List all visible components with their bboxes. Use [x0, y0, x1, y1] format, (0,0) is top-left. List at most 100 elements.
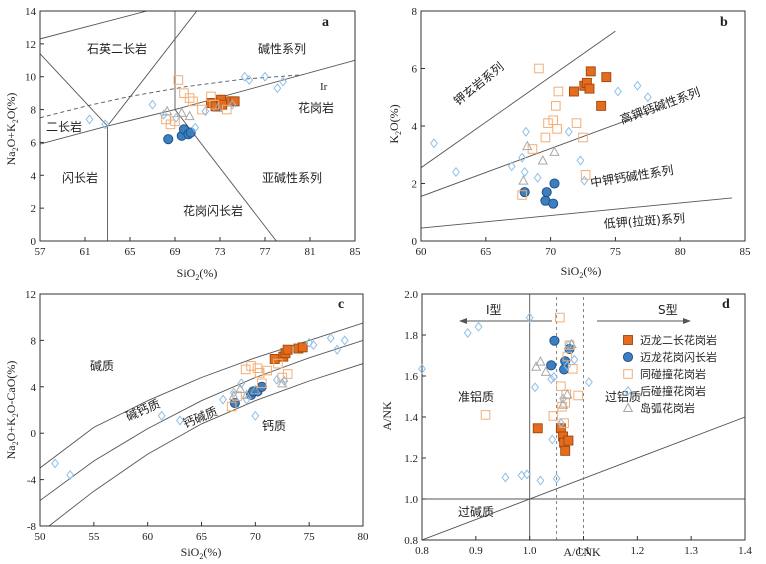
field-lines — [422, 294, 745, 540]
field-label: 过铝质 — [605, 389, 641, 404]
field-label: 花岗岩 — [298, 100, 334, 115]
y-tick-label: 6 — [31, 137, 37, 149]
point-s4 — [273, 83, 282, 94]
point-s4 — [522, 126, 530, 137]
point-s3 — [559, 418, 569, 428]
y-tick-label: 1.4 — [404, 412, 418, 424]
data-points — [430, 63, 652, 209]
legend-label: 后碰撞花岗岩 — [640, 384, 706, 398]
point-s5 — [277, 377, 288, 388]
field-label: 碱质 — [90, 359, 114, 373]
point-s3 — [527, 144, 538, 154]
point-s3 — [534, 63, 544, 74]
boundary-line — [421, 197, 733, 229]
point-s3 — [282, 369, 293, 379]
point-s3 — [573, 390, 583, 401]
point-s5 — [530, 361, 542, 371]
point-s4 — [85, 114, 94, 125]
point-s3 — [580, 170, 591, 180]
point-s3 — [548, 115, 558, 126]
point-s2 — [548, 198, 559, 209]
point-s3 — [256, 378, 267, 389]
x-tick-label: 0.8 — [415, 545, 429, 557]
point-s4 — [201, 106, 210, 117]
point-s1 — [297, 342, 308, 353]
boundary-line — [40, 125, 108, 145]
point-s4 — [229, 387, 238, 398]
point-s4 — [474, 321, 483, 332]
y-tick-label: 0 — [412, 236, 418, 248]
point-s3 — [480, 410, 491, 420]
point-s4 — [251, 410, 260, 421]
plot-frame — [39, 10, 356, 242]
point-s1 — [560, 445, 571, 456]
legend-marker-s3 — [623, 369, 633, 379]
point-s5 — [176, 107, 187, 117]
point-s3 — [556, 381, 566, 392]
x-tick-label: 65 — [480, 246, 492, 258]
data-points — [51, 333, 349, 480]
x-tick-label: 57 — [35, 246, 47, 258]
point-s3 — [262, 365, 272, 376]
data-points — [418, 312, 593, 486]
field-label: 钙质 — [262, 419, 286, 433]
point-s4 — [261, 71, 269, 82]
point-s3 — [550, 101, 561, 111]
field-label: 过碱质 — [458, 505, 494, 519]
legend-label: 迈龙二长花岗岩 — [640, 333, 717, 347]
point-s3 — [555, 312, 565, 323]
x-tick-label: 60 — [416, 246, 428, 258]
point-s1 — [555, 423, 566, 434]
point-s4 — [563, 360, 572, 371]
boundary-line — [107, 11, 198, 127]
point-s4 — [507, 161, 516, 172]
y-axis-label: A/NK — [380, 401, 394, 431]
x-tick-label: 1.1 — [577, 545, 591, 557]
point-s2 — [549, 178, 560, 189]
point-s5 — [518, 175, 529, 185]
x-tick-label: 1.0 — [523, 545, 537, 557]
field-label: 石英二长岩 — [87, 41, 147, 56]
point-s3 — [567, 364, 578, 374]
point-s4 — [463, 327, 472, 338]
boundary-line — [40, 322, 363, 469]
point-s1 — [601, 72, 612, 83]
point-s3 — [553, 86, 564, 97]
point-s3 — [240, 364, 251, 375]
y-tick-label: 2.0 — [404, 289, 418, 301]
point-s4 — [547, 374, 556, 385]
field-label: 闪长岩 — [62, 170, 98, 185]
point-s3 — [552, 124, 562, 134]
boundary-line — [40, 53, 355, 127]
x-tick-label: 69 — [170, 246, 182, 258]
point-s3 — [571, 118, 582, 128]
point-s5 — [212, 102, 223, 112]
point-s1 — [585, 66, 596, 77]
point-s2 — [549, 335, 560, 346]
panel-label: d — [722, 297, 730, 312]
data-points — [85, 71, 287, 145]
point-s3 — [221, 104, 232, 115]
legend-marker-s1 — [623, 335, 633, 345]
point-s4 — [66, 469, 75, 480]
point-s4 — [533, 172, 542, 183]
field-labels: 石英二长岩 碱性系列 Ir 花岗岩 二长岩 闪长岩 亚碱性系列 花岗闪长岩 — [46, 41, 334, 218]
point-s4 — [279, 76, 287, 87]
point-s5 — [161, 105, 173, 116]
point-s3 — [173, 75, 184, 85]
point-s3 — [170, 116, 180, 126]
point-s4 — [191, 122, 200, 133]
point-s4 — [340, 335, 349, 346]
x-tick-label: 1.3 — [684, 545, 698, 557]
y-tick-label: 1.8 — [404, 330, 418, 342]
field-label: I型 — [486, 303, 502, 317]
x-tick-label: 1.2 — [630, 545, 644, 557]
panel-d: 0.8 0.9 1.0 1.1 1.2 1.3 1.4 0.8 1.0 1.2 1.4 1.6 1.8 2… — [380, 289, 752, 559]
point-s4 — [418, 363, 426, 374]
point-s3 — [226, 401, 237, 412]
y-tick-label: 1.2 — [404, 453, 418, 465]
point-s3 — [188, 96, 198, 107]
point-s4 — [570, 354, 579, 365]
